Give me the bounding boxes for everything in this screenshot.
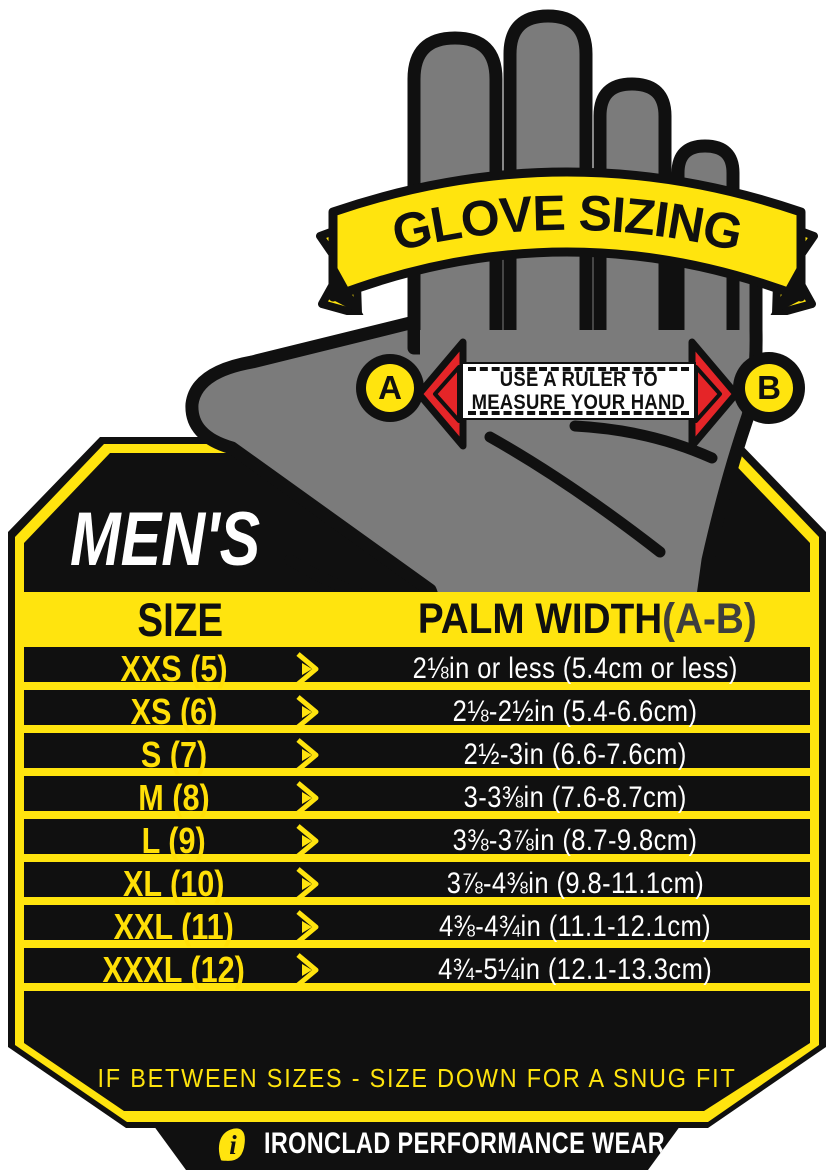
category-title: MEN'S [70,497,261,582]
palm-width-cell: 2⅛in or less (5.4cm or less) [412,651,738,685]
chevron-right-icon [290,948,324,991]
column-header-size: SIZE [137,593,223,646]
chevron-right-icon [290,819,324,862]
ribbon-fold-left [333,260,364,315]
instruction-line-1: USE A RULER TO [499,368,658,391]
size-cell: S (7) [140,733,208,775]
brand-name: IRONCLAD PERFORMANCE WEAR [264,1127,666,1160]
size-cell: M (8) [138,776,210,818]
size-cell: XXXL (12) [102,948,246,990]
palm-width-cell: 4¾-5¼in (12.1-13.3cm) [438,952,712,986]
chevron-right-icon [290,647,324,690]
size-cell: L (9) [141,819,207,861]
ironclad-leaf-logo: i [212,1124,252,1170]
size-cell: XL (10) [123,862,225,904]
chevron-right-icon [290,776,324,819]
palm-width-cell: 4⅜-4¾in (11.1-12.1cm) [438,909,712,943]
size-cell: XXS (5) [120,647,228,689]
size-table-rows: XXS (5) 2⅛in or less (5.4cm or less) XS … [24,647,810,991]
column-header-palm-width: PALM WIDTH(A-B) [417,595,757,643]
instruction-line-2: MEASURE YOUR HAND [471,391,686,414]
palm-width-cell: 3-3⅜in (7.6-8.7cm) [463,780,687,814]
width-arrows [415,338,740,450]
logo-glyph: i [229,1130,237,1160]
palm-width-cell: 2½-3in (6.6-7.6cm) [463,737,687,771]
palm-crease-long [484,431,666,558]
chevron-right-icon [290,690,324,733]
column-header-ab-ref: (A-B) [661,595,757,643]
ruler-tick-strip [468,411,689,415]
table-row: L (9) 3⅜-3⅞in (8.7-9.8cm) [24,819,810,862]
chevron-right-icon [290,862,324,905]
size-cell: XXL (11) [113,905,235,947]
table-row: XXS (5) 2⅛in or less (5.4cm or less) [24,647,810,690]
table-row: XXXL (12) 4¾-5¼in (12.1-13.3cm) [24,948,810,991]
table-row: XL (10) 3⅞-4⅜in (9.8-11.1cm) [24,862,810,905]
table-row: XS (6) 2⅛-2½in (5.4-6.6cm) [24,690,810,733]
table-row: S (7) 2½-3in (6.6-7.6cm) [24,733,810,776]
ruler-instruction-box: USE A RULER TO MEASURE YOUR HAND [461,362,696,420]
point-b-label: B [757,369,781,406]
point-a-label: A [378,369,402,406]
size-cell: XS (6) [130,690,218,732]
table-header: SIZE PALM WIDTH(A-B) [24,592,810,647]
sizing-footnote: IF BETWEEN SIZES - SIZE DOWN FOR A SNUG … [97,1062,737,1093]
table-row: XXL (11) 4⅜-4¾in (11.1-12.1cm) [24,905,810,948]
chevron-right-icon [290,733,324,776]
chevron-right-icon [290,905,324,948]
palm-crease-upper [569,420,718,464]
table-row: M (8) 3-3⅜in (7.6-8.7cm) [24,776,810,819]
ruler-tick-strip [468,367,689,371]
point-a-marker: A [356,354,424,422]
glove-sizing-ribbon: GLOVE SIZING [316,167,818,315]
point-b-marker: B [733,352,805,424]
palm-width-cell: 2⅛-2½in (5.4-6.6cm) [452,694,698,728]
palm-width-cell: 3⅞-4⅜in (9.8-11.1cm) [446,866,704,900]
palm-width-cell: 3⅜-3⅞in (8.7-9.8cm) [452,823,698,857]
